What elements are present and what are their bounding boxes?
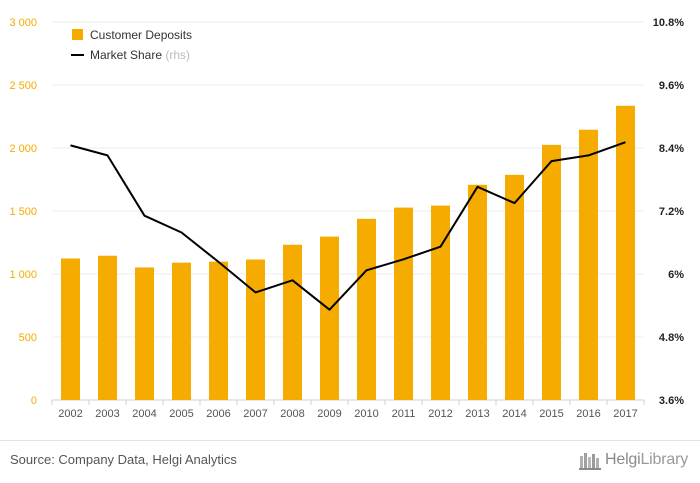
logo-text-library: Library [640, 451, 688, 468]
y-right-tick-label: 3.6% [659, 395, 684, 407]
x-tick-label-2016: 2016 [576, 408, 600, 420]
bar-customer-deposits-2007 [246, 259, 265, 400]
bar-customer-deposits-2017 [616, 105, 635, 400]
legend-swatch-customer-deposits [72, 29, 83, 40]
x-tick-label-2003: 2003 [95, 408, 119, 420]
bar-customer-deposits-2010 [357, 218, 376, 400]
helgi-library-logo: HelgiLibrary [579, 448, 688, 472]
y-left-tick-label: 1 000 [9, 269, 37, 281]
x-tick-label-2011: 2011 [392, 408, 416, 420]
y-right-tick-label: 9.6% [659, 80, 684, 92]
x-tick-label-2009: 2009 [317, 408, 341, 420]
bar-customer-deposits-2004 [135, 267, 154, 400]
y-left-tick-label: 1 500 [9, 206, 37, 218]
footer-divider [0, 440, 700, 441]
x-tick-label-2010: 2010 [354, 408, 378, 420]
bar-customer-deposits-2003 [98, 255, 117, 400]
y-left-tick-label: 2 500 [9, 80, 37, 92]
legend-label-rhs-suffix: (rhs) [165, 48, 190, 62]
bar-customer-deposits-2014 [505, 174, 524, 400]
bar-customer-deposits-2011 [394, 207, 413, 400]
y-left-tick-label: 0 [31, 395, 37, 407]
source-note: Source: Company Data, Helgi Analytics [10, 452, 237, 467]
line-market-share [70, 141, 626, 311]
bar-customer-deposits-2016 [579, 129, 598, 401]
x-tick-label-2002: 2002 [58, 408, 82, 420]
x-tick-label-2005: 2005 [169, 408, 193, 420]
bar-customer-deposits-2015 [542, 144, 561, 400]
y-left-tick-label: 3 000 [9, 17, 37, 29]
logo-text-helgi: Helgi [605, 451, 641, 468]
x-tick-label-2012: 2012 [428, 408, 452, 420]
x-tick-label-2014: 2014 [502, 408, 526, 420]
x-axis: 2002 2003 2004 2005 2006 2007 2008 2009 2010 2011… [51, 400, 645, 420]
legend-background [66, 24, 252, 68]
x-tick-label-2004: 2004 [132, 408, 156, 420]
y-right-tick-label: 7.2% [659, 206, 684, 218]
x-tick-label-2013: 2013 [465, 408, 489, 420]
bookshelf-icon [579, 453, 602, 470]
x-tick-label-2006: 2006 [206, 408, 230, 420]
footer: Source: Company Data, Helgi Analytics He… [0, 440, 700, 483]
bar-customer-deposits-2005 [172, 262, 191, 400]
y-left-tick-label: 500 [19, 332, 37, 344]
legend: Customer Deposits Market Share (rhs) [66, 24, 252, 68]
bar-customer-deposits-2006 [209, 261, 228, 400]
legend-label-market-share: Market Share (rhs) [90, 48, 190, 62]
chart: 0 500 1 000 1 500 2 000 2 500 3 000 3.6% 4.8% 6%… [9, 17, 684, 420]
y-right-tick-label: 8.4% [659, 143, 684, 155]
bar-customer-deposits-2009 [320, 236, 339, 400]
x-tick-label-2007: 2007 [243, 408, 267, 420]
bar-customer-deposits-2002 [61, 258, 80, 400]
y-right-tick-label: 4.8% [659, 332, 684, 344]
bar-customer-deposits-2008 [283, 244, 302, 400]
bar-series [61, 105, 635, 401]
x-tick-label-2015: 2015 [539, 408, 563, 420]
line-series [70, 141, 626, 311]
bar-customer-deposits-2013 [468, 184, 487, 400]
y-axis-right: 3.6% 4.8% 6% 7.2% 8.4% 9.6% 10.8% [653, 17, 684, 407]
y-left-tick-label: 2 000 [9, 143, 37, 155]
y-right-tick-label: 10.8% [653, 17, 684, 29]
legend-label-customer-deposits: Customer Deposits [90, 28, 192, 42]
y-right-tick-label: 6% [668, 269, 684, 281]
x-tick-label-2017: 2017 [613, 408, 637, 420]
y-axis-left: 0 500 1 000 1 500 2 000 2 500 3 000 [9, 17, 37, 407]
x-tick-label-2008: 2008 [280, 408, 304, 420]
bar-customer-deposits-2012 [431, 205, 450, 400]
